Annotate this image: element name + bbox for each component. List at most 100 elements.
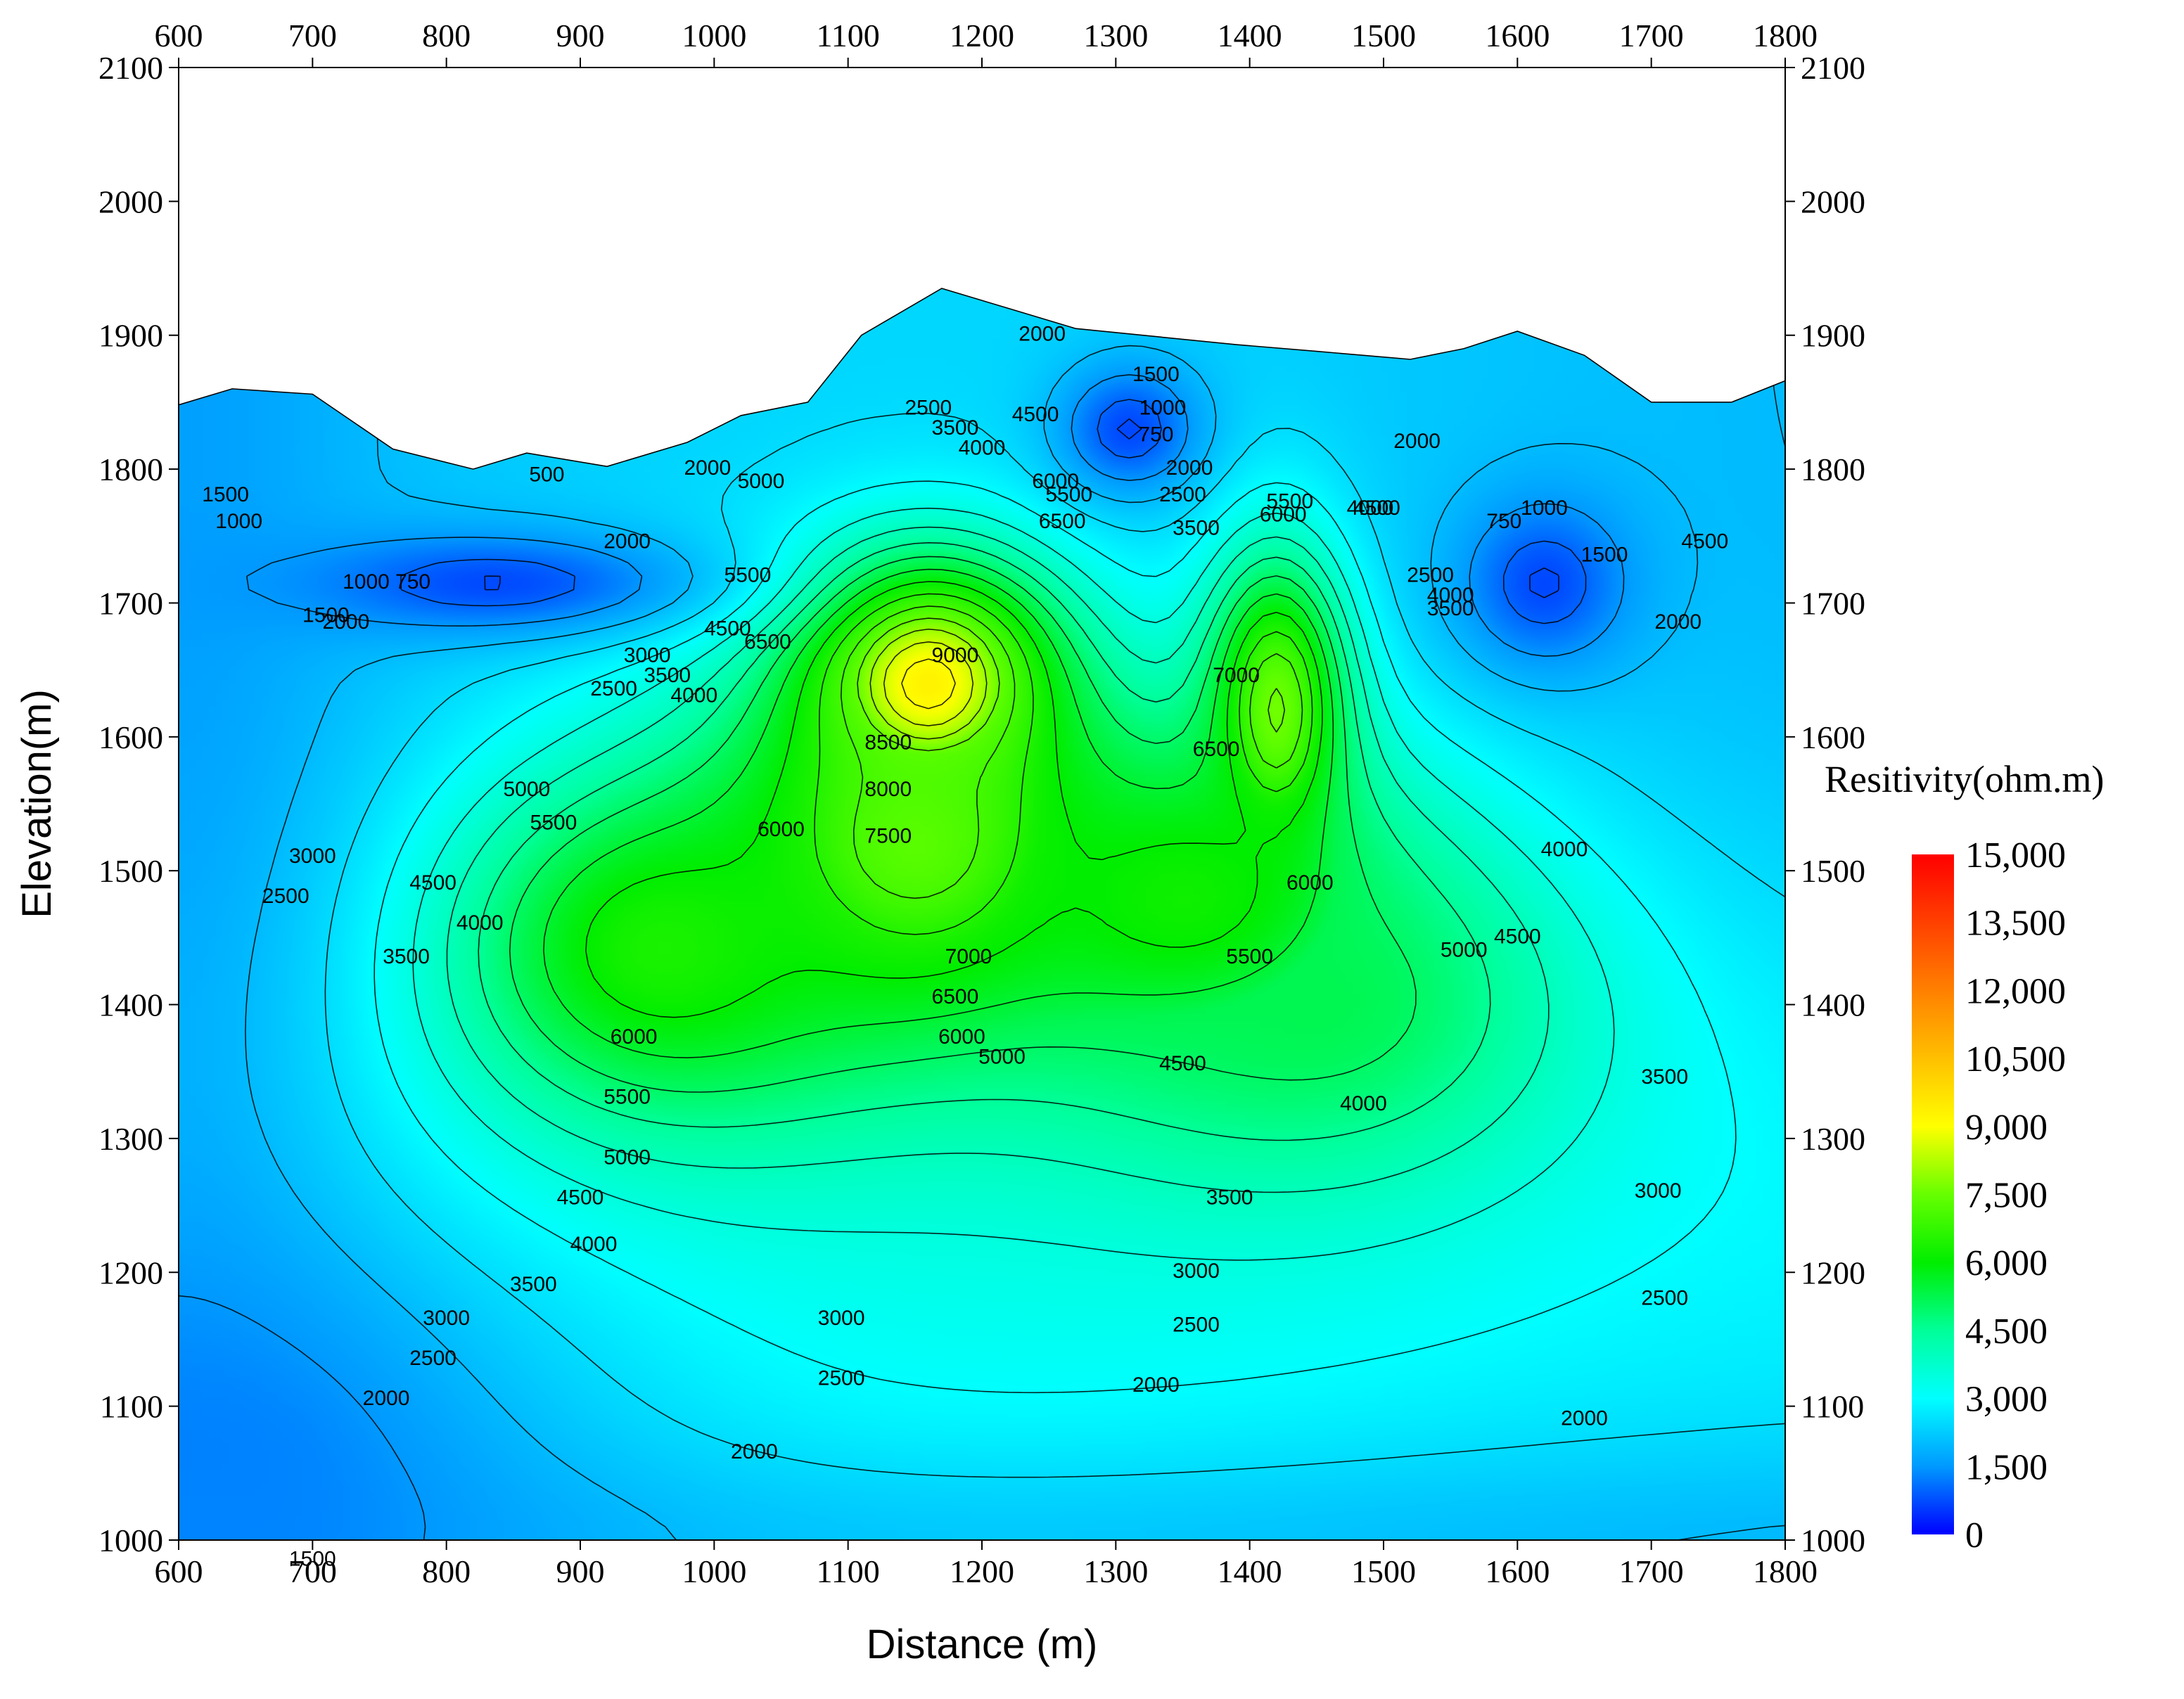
colorbar-title: Resitivity(ohm.m)	[1825, 758, 2105, 800]
contour-label: 4000	[456, 911, 504, 935]
x-tick-label-top: 1200	[950, 18, 1014, 53]
contour-label: 750	[1486, 510, 1521, 533]
y-tick-label-left: 1000	[98, 1522, 163, 1558]
y-tick-label-right: 1900	[1801, 318, 1865, 354]
contour-label: 1500	[202, 483, 249, 506]
contour-label: 5500	[1226, 945, 1273, 968]
contour-label: 7500	[864, 825, 912, 848]
colorbar-tick-label: 9,000	[1965, 1108, 2048, 1148]
contour-label: 4500	[409, 871, 456, 895]
contour-label: 4000	[959, 436, 1006, 459]
contour-label: 6000	[938, 1025, 985, 1049]
y-tick-label-left: 1500	[98, 853, 163, 889]
contour-label: 4000	[570, 1233, 618, 1256]
contour-label: 5000	[1441, 938, 1488, 961]
contour-label: 2000	[1561, 1407, 1608, 1430]
contour-label: 3000	[818, 1307, 865, 1330]
contour-line-6000	[585, 581, 1323, 1018]
contour-label: 2500	[1159, 483, 1206, 506]
contour-line-7500	[857, 617, 1286, 752]
y-tick-label-left: 1200	[98, 1255, 163, 1290]
y-tick-label-right: 1400	[1801, 987, 1865, 1023]
contour-label: 2500	[262, 885, 309, 908]
contour-label: 2000	[1654, 610, 1701, 634]
contour-label: 5500	[604, 1086, 651, 1109]
contour-label: 6500	[1193, 738, 1240, 761]
contour-line-5000	[509, 556, 1417, 1093]
contour-label: 6500	[744, 630, 791, 653]
colorbar-tick-label: 13,500	[1965, 904, 2066, 944]
y-tick-label-left: 1400	[98, 987, 163, 1023]
contour-label: 3500	[1641, 1065, 1688, 1089]
surface-outline	[178, 288, 1786, 470]
contour-label: 5000	[738, 470, 785, 493]
contour-label: 8500	[864, 731, 912, 754]
colorbar-tick-label: 15,000	[1965, 835, 2066, 876]
contour-lines	[179, 288, 1785, 1541]
x-tick-label-top: 1800	[1753, 18, 1818, 53]
contour-label: 2000	[604, 530, 651, 553]
y-tick-label-right: 2000	[1801, 184, 1865, 219]
contour-label: 9000	[932, 644, 979, 667]
contour-label: 750	[1138, 423, 1173, 446]
y-tick-label-right: 1500	[1801, 853, 1865, 889]
contour-label: 2000	[1018, 323, 1066, 346]
y-tick-label-left: 1600	[98, 719, 163, 755]
contour-label: 6500	[1039, 510, 1086, 533]
y-tick-label-left: 1300	[98, 1121, 163, 1157]
contour-label: 7000	[945, 945, 992, 968]
x-tick-label-top: 1700	[1619, 18, 1684, 53]
contour-line-3000	[373, 480, 1737, 1394]
x-tick-label-top: 1500	[1351, 18, 1416, 53]
x-tick-label-bottom: 1800	[1753, 1553, 1818, 1589]
contour-label: 2000	[1393, 430, 1441, 453]
y-tick-label-left: 1900	[98, 318, 163, 354]
contour-line-4000	[446, 526, 1550, 1193]
contour-label: 5500	[1045, 483, 1092, 506]
contour-label: 6000	[758, 818, 805, 841]
contour-label: 6000	[611, 1025, 658, 1049]
contour-line-1000	[400, 399, 1587, 624]
y-tick-label-right: 1000	[1801, 1522, 1865, 1558]
y-tick-label-left: 1100	[100, 1389, 163, 1425]
contour-label: 1500	[289, 1547, 336, 1570]
x-tick-label-top: 1000	[682, 18, 746, 53]
x-tick-label-bottom: 800	[422, 1553, 471, 1589]
contour-label: 1500	[1581, 544, 1628, 567]
contour-label: 4000	[1541, 838, 1588, 861]
contour-label: 3000	[624, 644, 671, 667]
y-tick-label-right: 1300	[1801, 1121, 1865, 1157]
contour-label: 7000	[1213, 664, 1260, 687]
y-tick-label-left: 1700	[98, 585, 163, 621]
colorbar-gradient	[1912, 854, 1954, 1534]
y-tick-label-right: 1800	[1801, 451, 1865, 487]
contour-label: 8000	[864, 778, 912, 801]
contour-line-6500	[814, 593, 1313, 935]
contour-line-8500	[883, 641, 974, 726]
contour-line-8000	[869, 628, 988, 740]
x-tick-label-top: 1600	[1485, 18, 1550, 53]
contour-label: 4500	[1353, 496, 1400, 520]
contour-label: 3500	[644, 664, 691, 687]
x-tick-label-top: 700	[288, 18, 337, 53]
contour-label: 5500	[530, 811, 577, 834]
plot-area: 2500300035004000450055005000650050005500…	[178, 288, 1786, 1570]
contour-label: 3000	[1173, 1259, 1220, 1283]
contour-label: 1000	[1139, 396, 1187, 419]
y-tick-label-left: 1800	[98, 451, 163, 487]
contour-label: 4500	[1681, 530, 1728, 553]
contour-label: 2500	[905, 396, 952, 419]
contour-label: 4000	[1347, 496, 1394, 520]
contour-line-750	[484, 418, 1559, 598]
colorbar-tick-label: 10,500	[1965, 1039, 2066, 1079]
y-tick-label-right: 1700	[1801, 585, 1865, 621]
x-tick-label-bottom: 600	[155, 1553, 203, 1589]
contour-label: 4500	[557, 1186, 604, 1209]
contour-label: 3500	[1173, 517, 1220, 540]
contour-label: 3500	[932, 416, 979, 440]
contour-label: 5500	[1266, 490, 1313, 513]
contour-line-9000	[901, 658, 956, 710]
contour-line-1500	[179, 374, 1625, 1541]
